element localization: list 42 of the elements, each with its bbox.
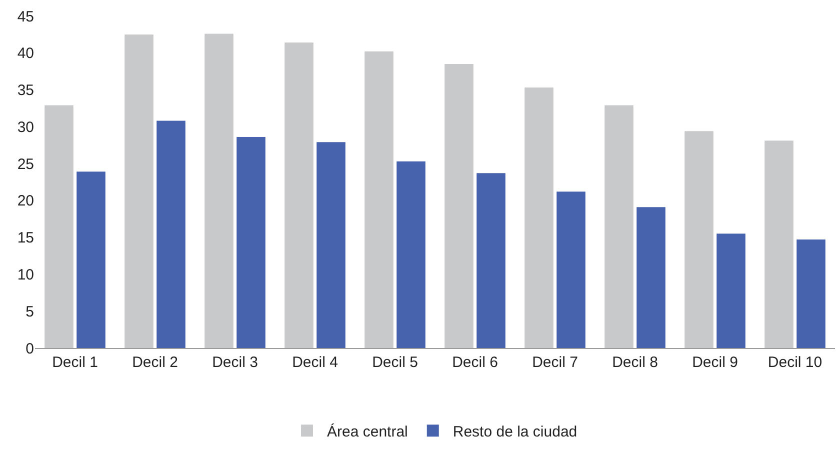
bar [636,207,666,348]
bar [604,105,634,348]
x-tick-label: Decil 10 [768,354,822,371]
bar [684,131,714,348]
bar [364,51,394,348]
y-tick-label: 30 [17,118,34,136]
x-tick-label: Decil 7 [532,354,578,371]
legend-label: Resto de la ciudad [452,424,578,440]
x-tick-label: Decil 2 [132,354,178,371]
y-tick-label: 15 [17,230,34,247]
x-tick-label: Decil 4 [292,354,338,371]
y-tick-label: 40 [17,45,34,62]
x-tick-label: Decil 5 [372,354,418,371]
bar [796,240,826,348]
y-tick-label: 0 [26,340,34,358]
bar [236,137,266,348]
bar [284,42,314,348]
bar [76,172,106,348]
y-tick-label: 35 [17,82,34,100]
bar [444,64,474,348]
x-tick-label: Decil 8 [612,354,658,371]
y-tick-label: 10 [17,266,34,284]
y-tick-label: 25 [17,156,34,173]
bar [524,88,554,348]
x-tick-label: Decil 9 [692,354,738,371]
x-tick-label: Decil 6 [452,354,498,371]
bar [396,161,426,348]
bar [156,120,186,348]
x-tick-label: Decil 1 [52,354,98,371]
y-tick-label: 20 [17,192,34,210]
bar [556,192,586,348]
bar [476,173,506,348]
bar [316,142,346,348]
legend-label: Área central [327,422,408,440]
bar [204,34,234,348]
y-tick-label: 5 [26,303,34,320]
bar [716,234,746,348]
bar [124,34,154,348]
bar [764,140,794,348]
y-tick-label: 45 [17,8,34,26]
bar [44,105,74,348]
x-tick-label: Decil 3 [212,354,258,371]
